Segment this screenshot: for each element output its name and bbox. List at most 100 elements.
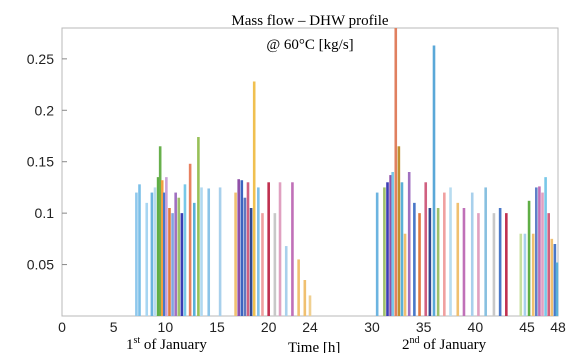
bar-56	[449, 187, 452, 316]
bar-44	[394, 28, 398, 316]
bar-76	[555, 262, 559, 316]
bar-66	[523, 233, 527, 316]
bar-11	[171, 213, 174, 316]
bar-69	[535, 187, 538, 316]
bar-3	[150, 192, 154, 316]
x-tick-label-7: 35	[416, 319, 432, 335]
bar-38	[308, 295, 312, 316]
day1-label: 1st of January	[126, 335, 207, 353]
x-axis-label: Time [h]	[288, 340, 340, 353]
bar-32	[273, 213, 277, 316]
x-tick-label-8: 40	[468, 319, 484, 335]
bar-51	[424, 182, 428, 316]
bar-14	[180, 213, 184, 316]
x-tick-label-3: 15	[209, 319, 225, 335]
bar-50	[418, 213, 421, 316]
bar-34	[284, 246, 288, 316]
bar-25	[243, 197, 247, 316]
bar-0	[135, 192, 138, 316]
bar-18	[197, 137, 200, 316]
bar-59	[470, 192, 474, 316]
bar-53	[432, 45, 436, 317]
plot-area	[61, 27, 559, 317]
bar-74	[550, 238, 554, 316]
chart-title-line2: @ 60°C [kg/s]	[266, 37, 353, 53]
bar-27	[249, 208, 253, 316]
bar-9	[165, 177, 168, 316]
bar-54	[436, 208, 440, 316]
bar-45	[397, 146, 401, 316]
bar-22	[234, 192, 237, 316]
bar-5	[156, 177, 160, 316]
bar-16	[188, 163, 192, 316]
bar-55	[443, 192, 446, 316]
bar-19	[200, 187, 203, 316]
bar-62	[492, 213, 496, 316]
bar-30	[261, 213, 264, 316]
bar-17	[192, 202, 196, 316]
bar-7	[160, 180, 164, 316]
bar-47	[403, 233, 407, 316]
bar-21	[218, 187, 222, 316]
bar-23	[237, 179, 240, 316]
bar-24	[240, 180, 244, 316]
y-tick-label-3: 0.2	[35, 102, 55, 118]
y-axis-ticks: 0.05 0.1 0.15 0.2 0.25	[27, 51, 67, 273]
x-tick-label-0: 0	[58, 319, 66, 335]
bar-49	[413, 202, 416, 316]
x-tick-label-1: 5	[110, 319, 118, 335]
bar-40	[383, 187, 386, 316]
bar-64	[505, 213, 508, 316]
bar-42	[389, 175, 392, 316]
bar-15	[183, 184, 187, 316]
bar-4	[153, 187, 157, 316]
x-tick-label-4: 20	[261, 319, 277, 335]
bar-52	[428, 208, 432, 316]
x-axis-ticks: 0 5 10 15 20 24 30 35 40 45 48	[58, 319, 566, 335]
bar-57	[456, 202, 460, 316]
x-tick-label-5: 24	[302, 319, 318, 335]
bar-63	[498, 208, 502, 316]
bar-13	[177, 197, 181, 316]
y-tick-label-2: 0.15	[27, 154, 54, 170]
bar-29	[257, 187, 260, 316]
bar-46	[400, 182, 404, 316]
bar-70	[538, 186, 541, 316]
bar-26	[246, 182, 250, 316]
bar-71	[541, 192, 544, 316]
bar-10	[168, 208, 171, 316]
bar-41	[386, 182, 389, 316]
y-tick-label-4: 0.25	[27, 51, 54, 67]
y-tick-label-1: 0.1	[35, 205, 55, 221]
bar-8	[163, 192, 166, 316]
bar-37	[303, 280, 307, 316]
bars-layer	[135, 28, 559, 317]
day2-label: 2nd of January	[402, 335, 487, 353]
bar-43	[391, 172, 394, 316]
bar-60	[477, 213, 480, 316]
bar-65	[519, 233, 523, 316]
bar-58	[462, 208, 466, 316]
bar-33	[278, 182, 282, 316]
chart-title-line1: Mass flow – DHW profile	[231, 13, 389, 29]
bar-28	[252, 81, 256, 317]
x-tick-label-6: 30	[364, 319, 380, 335]
bar-36	[297, 259, 300, 316]
bar-31	[267, 182, 270, 316]
bar-12	[174, 192, 177, 316]
bar-73	[547, 213, 550, 316]
x-tick-label-10: 48	[550, 319, 566, 335]
bar-61	[484, 187, 487, 316]
bar-75	[553, 244, 557, 316]
bar-48	[407, 172, 411, 316]
bar-67	[527, 200, 531, 316]
bar-39	[375, 192, 379, 316]
bar-2	[145, 202, 149, 316]
bar-68	[531, 233, 535, 316]
bar-72	[544, 177, 547, 316]
bar-6	[158, 146, 162, 316]
bar-1	[138, 184, 141, 316]
y-tick-label-0: 0.05	[27, 257, 54, 273]
x-tick-label-9: 45	[519, 319, 535, 335]
